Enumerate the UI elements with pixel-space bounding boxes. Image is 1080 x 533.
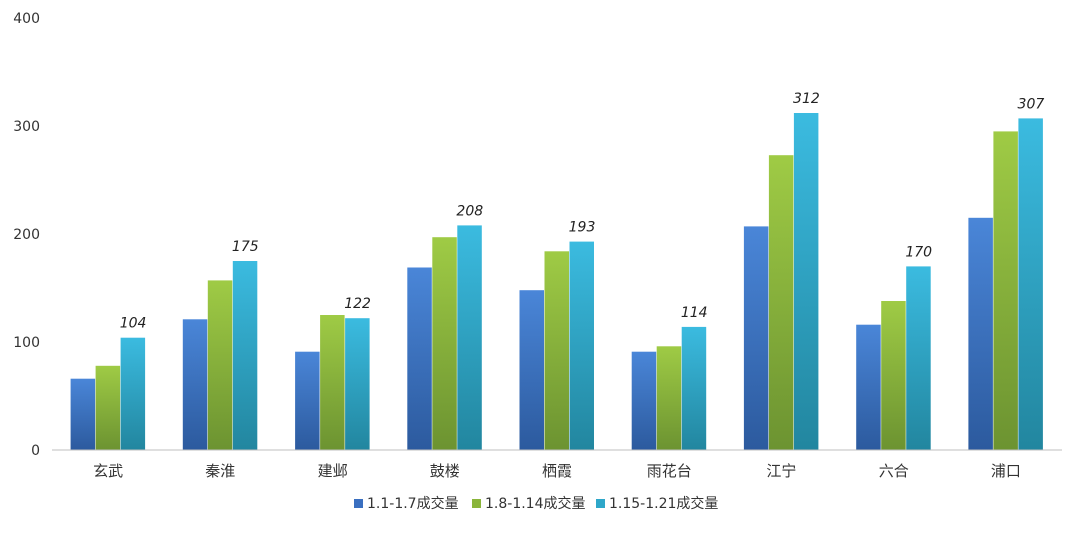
bar-2-0 (295, 351, 320, 450)
bar-7-2 (906, 266, 931, 450)
bar-6-1 (768, 155, 794, 450)
x-tick-label: 鼓楼 (430, 462, 460, 480)
bar-0-0 (70, 378, 96, 450)
legend-swatch (472, 499, 481, 508)
y-tick-label: 100 (13, 335, 40, 351)
x-tick-label: 秦淮 (205, 462, 235, 480)
legend-label: 1.8-1.14成交量 (485, 495, 586, 512)
bar-3-0 (407, 267, 432, 450)
bar-7-0 (856, 324, 881, 450)
x-tick-label: 建邺 (318, 462, 348, 480)
bar-8-0 (968, 217, 993, 450)
bar-5-2 (681, 326, 707, 450)
bars (70, 113, 1043, 451)
data-label: 104 (120, 316, 147, 332)
x-tick-label: 雨花台 (647, 462, 692, 480)
data-label: 208 (456, 203, 483, 219)
bar-4-0 (519, 290, 544, 450)
legend-swatch (596, 499, 605, 508)
bar-1-2 (232, 261, 258, 450)
y-tick-label: 300 (13, 119, 40, 135)
data-label: 170 (905, 244, 932, 260)
x-axis: 玄武 秦淮 建邺 鼓楼 栖霞 雨花台 江宁 六合 浦口 (93, 462, 1021, 480)
y-tick-label: 400 (13, 11, 40, 27)
x-tick-label: 江宁 (766, 462, 796, 480)
x-tick-label: 玄武 (93, 462, 123, 480)
bar-0-1 (95, 365, 121, 450)
data-label: 122 (344, 296, 371, 312)
bar-7-1 (881, 301, 906, 450)
data-label: 114 (681, 305, 708, 321)
bar-8-2 (1018, 118, 1043, 451)
bar-1-1 (207, 280, 233, 450)
bar-5-1 (656, 346, 682, 450)
data-label: 175 (232, 239, 259, 255)
data-label: 312 (793, 91, 820, 107)
data-label: 193 (569, 220, 596, 236)
bar-6-0 (743, 226, 769, 450)
bar-3-1 (432, 237, 457, 450)
data-label: 307 (1018, 96, 1045, 112)
data-labels: 104 175 122 208 193 114 312 170 307 (120, 91, 1045, 332)
bar-3-2 (457, 225, 482, 450)
y-tick-label: 200 (13, 227, 40, 243)
legend-swatch (354, 499, 363, 508)
y-axis: 0 100 200 300 400 (13, 11, 40, 459)
legend-label: 1.15-1.21成交量 (609, 495, 718, 512)
x-tick-label: 浦口 (991, 462, 1021, 480)
x-tick-label: 栖霞 (542, 462, 572, 480)
bar-8-1 (993, 131, 1018, 450)
bar-4-2 (569, 241, 594, 450)
legend: 1.1-1.7成交量 1.8-1.14成交量 1.15-1.21成交量 (354, 495, 718, 512)
bar-4-1 (544, 251, 569, 450)
bar-5-0 (631, 351, 657, 450)
bar-1-0 (182, 319, 208, 450)
y-tick-label: 0 (31, 443, 40, 459)
legend-label: 1.1-1.7成交量 (367, 495, 459, 512)
bar-2-2 (345, 318, 370, 450)
bar-0-2 (120, 337, 146, 450)
x-tick-label: 六合 (879, 462, 909, 480)
bar-2-1 (320, 315, 345, 450)
bar-6-2 (793, 113, 819, 450)
